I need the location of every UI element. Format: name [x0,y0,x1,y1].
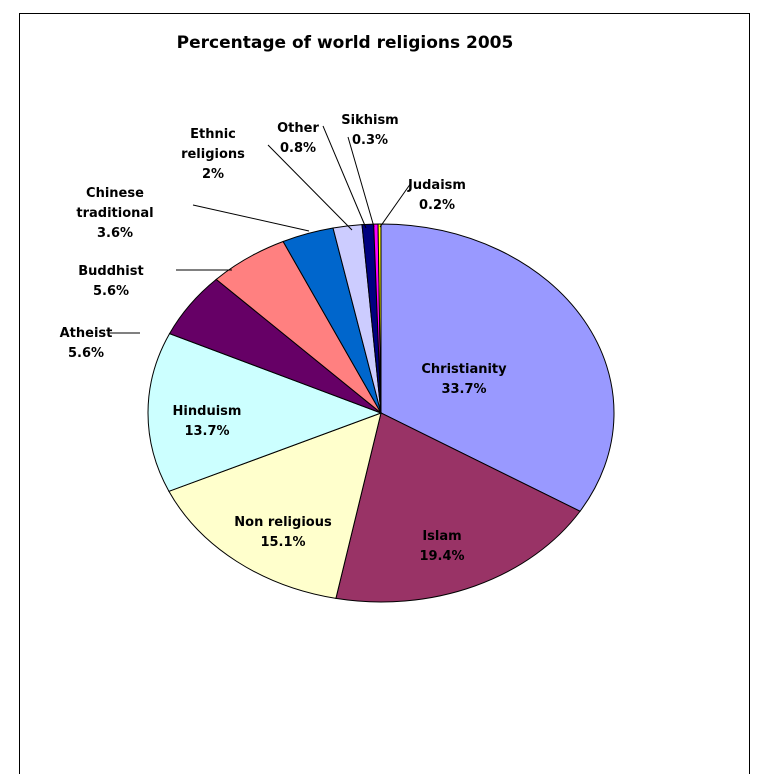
slice-name-label: religions [181,147,245,162]
slice-name-label: Chinese [86,186,144,201]
leader-line [379,182,412,228]
leader-lines [110,125,412,334]
leader-line [347,136,375,228]
pie-slice-hinduism [147,332,383,492]
slice-labels: Christianity 33.7% Islam 19.4% Non religious… [60,113,508,564]
chart-title: Percentage of world religions 2005 [177,33,514,53]
slice-value-label: 33.7% [441,382,486,397]
slice-value-label: 2% [202,167,224,182]
slice-name-label: Buddhist [78,264,143,279]
slice-name-label: Hinduism [173,404,242,419]
slice-value-label: 5.6% [68,346,104,361]
pie-slice-non-religious [168,412,382,599]
slice-value-label: 0.8% [280,141,316,156]
slice-value-label: 13.7% [184,424,229,439]
slice-name-label: Sikhism [341,113,398,128]
slice-name-label: Ethnic [190,127,236,142]
slice-name-label: Non religious [234,515,332,530]
slice-name-label: Judaism [407,178,466,193]
slice-value-label: 0.2% [419,198,455,213]
slice-value-label: 19.4% [419,549,464,564]
pie-slice-christianity [380,223,615,512]
leader-line [267,144,353,231]
slice-name-label: Atheist [60,326,113,341]
slice-value-label: 15.1% [260,535,305,550]
slice-value-label: 0.3% [352,133,388,148]
slice-name-label: traditional [76,206,153,221]
slice-name-label: Christianity [421,362,507,377]
slice-value-label: 3.6% [97,226,133,241]
slice-name-label: Islam [422,529,461,544]
leader-line [192,204,310,232]
leader-line [322,125,367,229]
slice-name-label: Other [277,121,319,136]
slice-value-label: 5.6% [93,284,129,299]
pie-slice-judaism [377,223,382,414]
pie-slice-islam [335,412,581,603]
